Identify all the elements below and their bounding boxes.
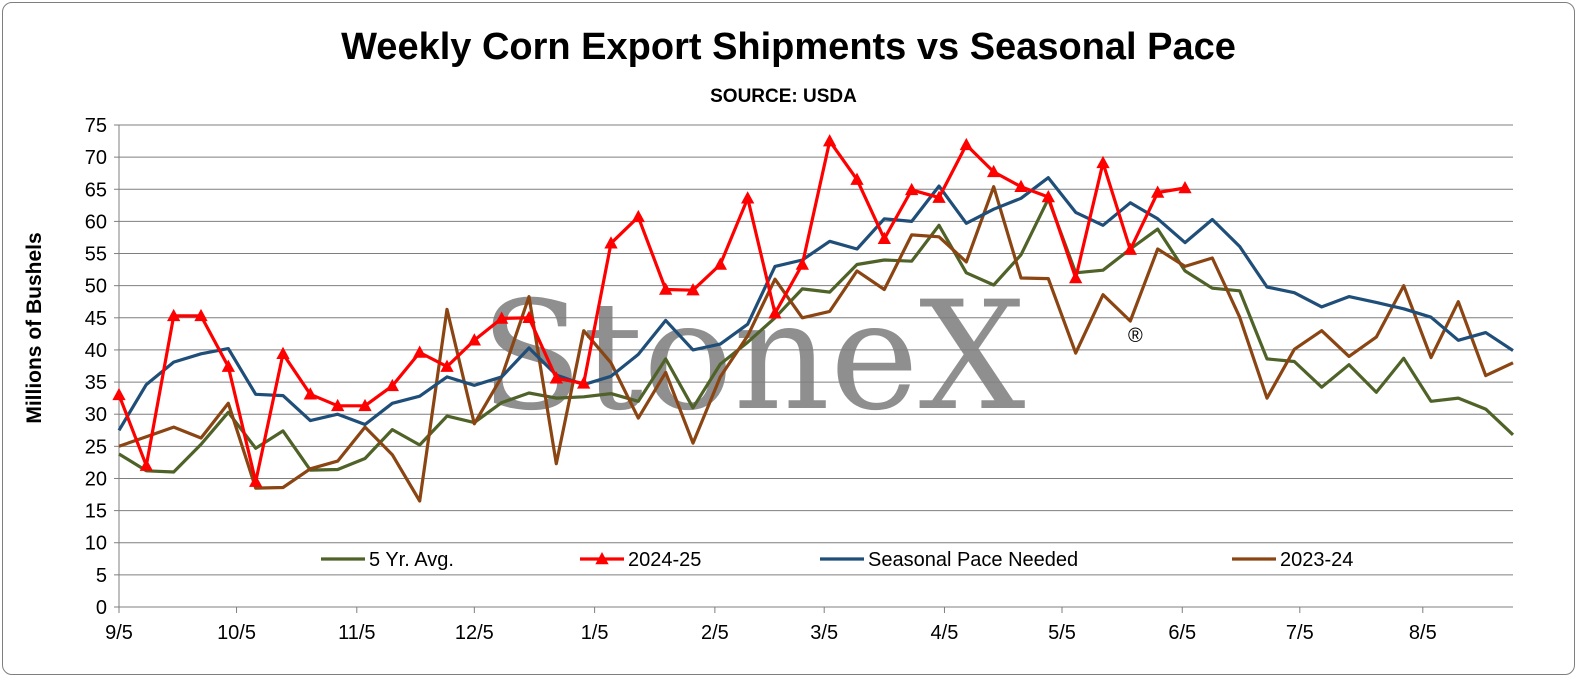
series-point-1 — [249, 474, 263, 487]
watermark-registered-mark: ® — [1128, 325, 1143, 347]
legend-label-0: 5 Yr. Avg. — [369, 549, 454, 571]
series-point-1 — [549, 371, 563, 384]
y-tick-label: 40 — [85, 340, 107, 362]
x-tick-label: 10/5 — [217, 622, 256, 644]
series-point-1 — [823, 134, 837, 147]
series-point-1 — [713, 257, 727, 270]
chart-title: Weekly Corn Export Shipments vs Seasonal… — [341, 26, 1236, 68]
legend-label-1: 2024-25 — [628, 549, 701, 571]
series-point-1 — [1178, 180, 1192, 194]
series-point-1 — [1123, 242, 1137, 255]
watermark-text: StoneX — [480, 270, 1026, 444]
series-point-1 — [413, 345, 427, 358]
series-point-1 — [112, 387, 126, 401]
series-line-3 — [118, 185, 1514, 503]
y-tick-label: 35 — [85, 372, 107, 394]
y-tick-label: 50 — [85, 276, 107, 298]
series-point-1 — [768, 306, 782, 319]
y-tick-label: 55 — [85, 244, 107, 266]
series-point-1 — [741, 191, 755, 204]
series-point-1 — [1096, 155, 1110, 169]
series-point-1 — [495, 311, 509, 324]
x-tick-label: 3/5 — [810, 622, 838, 644]
y-tick-label: 10 — [85, 533, 107, 555]
series-point-1 — [331, 398, 345, 412]
axes: 0 5 10 15 20 25 30 35 40 45 50 55 60 65 70 75 9/5 10/5 11/… — [85, 115, 1513, 644]
y-tick-label: 25 — [85, 436, 107, 458]
series-point-1 — [194, 308, 208, 322]
legend: 5 Yr. Avg. 2024-25 Seasonal Pace Needed 202… — [321, 549, 1353, 571]
series-point-1 — [1041, 189, 1055, 203]
x-tick-label: 11/5 — [338, 622, 375, 644]
legend-label-3: 2023-24 — [1280, 549, 1353, 571]
series-point-1 — [1014, 179, 1028, 192]
y-tick-label: 75 — [85, 115, 107, 137]
x-tick-label: 6/5 — [1168, 622, 1196, 644]
x-tick-label: 4/5 — [931, 622, 959, 644]
series-point-1 — [604, 236, 618, 249]
chart-subtitle: SOURCE: USDA — [710, 86, 857, 107]
y-tick-label: 5 — [96, 565, 107, 587]
series-point-1 — [959, 137, 973, 151]
series-point-1 — [1069, 270, 1083, 284]
grid-lines — [119, 124, 1513, 576]
y-tick-label: 0 — [96, 597, 107, 619]
series-point-1 — [1151, 185, 1165, 198]
legend-marker-1 — [595, 552, 609, 565]
legend-label-2: Seasonal Pace Needed — [868, 549, 1078, 571]
series-line-0 — [118, 197, 1515, 474]
y-tick-label: 65 — [85, 179, 107, 201]
y-tick-label: 45 — [85, 308, 107, 330]
x-tick-label: 1/5 — [581, 622, 609, 644]
series-point-1 — [276, 346, 290, 360]
series-line-2 — [117, 176, 1514, 432]
y-tick-label: 15 — [85, 501, 107, 523]
series-point-1 — [850, 172, 864, 185]
series-point-1 — [905, 182, 919, 196]
y-tick-label: 20 — [85, 468, 107, 490]
x-tick-label: 7/5 — [1286, 622, 1314, 644]
series-point-1 — [139, 458, 153, 471]
series-line-1 — [117, 139, 1186, 484]
series-point-1 — [932, 190, 946, 203]
x-tick-label: 5/5 — [1048, 622, 1076, 644]
x-tick-label: 12/5 — [455, 622, 494, 644]
y-tick-label: 60 — [85, 211, 107, 233]
stonex-watermark: StoneX ® — [480, 270, 1143, 444]
series-point-1 — [167, 308, 181, 322]
series-point-1 — [467, 333, 481, 346]
series-point-1 — [303, 387, 317, 400]
series-point-1 — [577, 376, 591, 389]
y-tick-label: 70 — [85, 147, 107, 169]
x-tick-label: 2/5 — [701, 622, 729, 644]
series-point-1 — [987, 164, 1001, 178]
series-point-1 — [877, 231, 891, 245]
series-point-1 — [221, 359, 235, 372]
series-point-1 — [522, 310, 536, 324]
series-point-1 — [659, 282, 673, 295]
series-point-1 — [385, 378, 399, 392]
series-point-1 — [440, 359, 454, 372]
x-tick-label: 9/5 — [105, 622, 133, 644]
series-point-1 — [686, 283, 700, 296]
series-point-1 — [631, 209, 645, 223]
series-lines — [112, 134, 1515, 503]
x-tick-label: 8/5 — [1409, 622, 1437, 644]
series-point-1 — [358, 398, 372, 412]
series-point-1 — [795, 257, 809, 270]
y-tick-label: 30 — [85, 404, 107, 426]
